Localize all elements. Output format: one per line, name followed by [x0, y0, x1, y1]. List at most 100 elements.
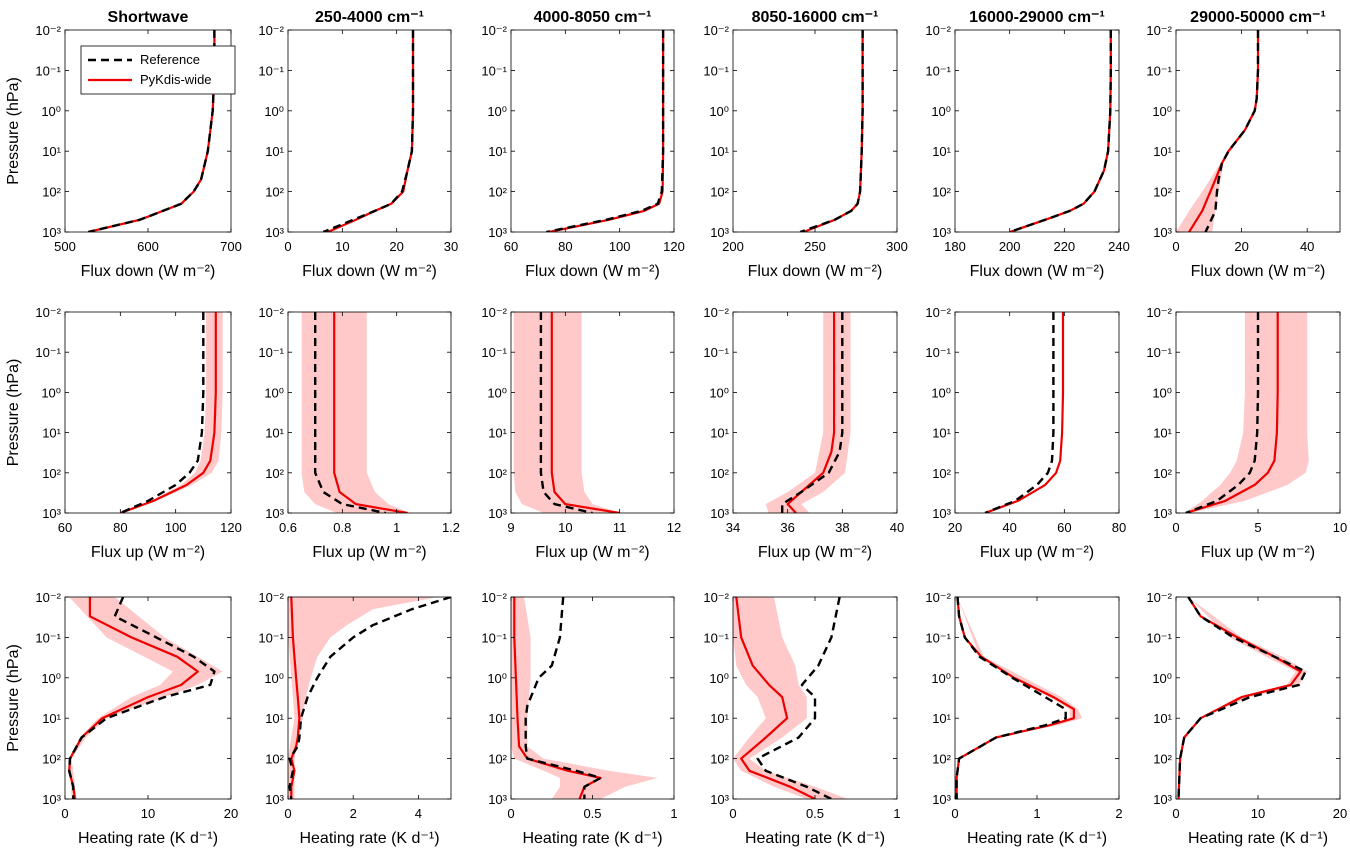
panel-r1c3-reference-line [546, 30, 665, 232]
panel-r1c1-ytick-label: 10³ [42, 225, 61, 240]
panel-r2c1-xtick-label: 80 [113, 520, 127, 535]
panel-r3c1-ytick-label: 10⁰ [41, 671, 61, 686]
panel-r2c5-ytick-label: 10² [932, 466, 951, 481]
panel-r1c2-title: 250-4000 cm⁻¹ [315, 9, 424, 26]
panel-r2c1-ytick-label: 10³ [42, 506, 61, 521]
panel-r3c3-xtick-label: 0 [507, 806, 514, 821]
panel-r2c3-ytick-label: 10⁰ [487, 385, 507, 400]
panel-r2c2-ytick-label: 10² [265, 466, 284, 481]
panel-r2c3-axes-box [510, 311, 675, 514]
panel-r1c2-ytick-label: 10⁻² [258, 23, 284, 38]
panel-r3c6-axes-box [1175, 596, 1341, 800]
panel-r2c6-ytick-label: 10⁻¹ [1146, 345, 1172, 360]
panel-r2c6-ytick-label: 10⁰ [1152, 385, 1172, 400]
panel-r2c5-xtick-label: 80 [1112, 520, 1126, 535]
panel-r1c2-ytick-label: 10¹ [265, 144, 284, 159]
panel-r1c2-ytick-label: 10² [265, 185, 284, 200]
panel-r1c3-xlabel: Flux down (W m⁻²) [525, 263, 660, 280]
panel-r1c6-xtick-label: 40 [1300, 239, 1314, 254]
panel-r3c1-ytick-label: 10² [42, 752, 61, 767]
panel-r2c5-xtick-label: 60 [1057, 520, 1071, 535]
panel-r1c1-xtick-label: 700 [220, 239, 242, 254]
panel-r1c2-xlabel: Flux down (W m⁻²) [302, 263, 437, 280]
panel-r1c6-xtick-label: 20 [1234, 239, 1248, 254]
panel-r3c2-ytick-label: 10⁰ [264, 671, 284, 686]
panel-r1c6-ytick-label: 10³ [1153, 225, 1172, 240]
panel-r2c3-xtick-label: 12 [667, 520, 681, 535]
panel-r2c1-xtick-label: 120 [220, 520, 242, 535]
panel-r1c2-pykdis-line [327, 30, 415, 232]
panel-r3c4-pykdis-line [735, 597, 816, 799]
panel-r2c4-axes-box [732, 311, 898, 514]
panel-r3c2-xtick-label: 4 [415, 806, 422, 821]
panel-r1c3-ytick-label: 10² [488, 185, 507, 200]
panel-r1c4-xtick-label: 200 [722, 239, 744, 254]
panel-r1c3-title: 4000-8050 cm⁻¹ [534, 9, 652, 26]
legend-reference-label: Reference [140, 52, 200, 67]
panel-r2c5-xtick-label: 40 [1002, 520, 1016, 535]
panel-r3c3-ytick-label: 10⁻² [481, 590, 507, 605]
panel-r3c5-pykdis-line [955, 597, 1076, 799]
panel-r2c3-ytick-label: 10¹ [488, 426, 507, 441]
panel-r1c6-spread-band [1176, 30, 1258, 232]
panel-r2c6-xtick-label: 5 [1254, 520, 1261, 535]
panel-r2c2-xtick-label: 0.6 [279, 520, 297, 535]
panel-r3c4-ytick-label: 10⁻¹ [703, 630, 729, 645]
panel-r3c6-xtick-label: 0 [1172, 806, 1179, 821]
panel-r3c3-reference-line [524, 597, 602, 799]
panel-r3c6-reference-line [1177, 597, 1307, 799]
panel-r3c6-ytick-label: 10³ [1153, 792, 1172, 807]
panel-r1c6-ytick-label: 10⁰ [1152, 104, 1172, 119]
panel-r1c6-xlabel: Flux down (W m⁻²) [1191, 263, 1326, 280]
panel-r3c2-ytick-label: 10⁻² [258, 590, 284, 605]
panel-r3c1-ylabel: Pressure (hPa) [5, 644, 22, 752]
panel-r3c6-xtick-label: 20 [1333, 806, 1347, 821]
panel-r3c4-ytick-label: 10⁰ [709, 671, 729, 686]
panel-r3c6-ytick-label: 10⁰ [1152, 671, 1172, 686]
panel-r2c6-spread-band [1184, 312, 1309, 513]
panel-r1c4-axes-box [732, 29, 898, 233]
panel-r3c1-ytick-label: 10¹ [42, 711, 61, 726]
panel-r3c6-xlabel: Heating rate (K d⁻¹) [1188, 830, 1328, 847]
panel-r1c5-reference-line [1009, 30, 1113, 232]
panel-r3c4-reference-line [756, 597, 841, 799]
panel-r1c1-title: Shortwave [108, 9, 189, 26]
panel-r2c2-xlabel: Flux up (W m⁻²) [312, 544, 426, 561]
panel-r3c6-ytick-label: 10⁻² [1146, 590, 1172, 605]
panel-r2c5-pykdis-line [984, 312, 1065, 513]
panel-r3c3-ytick-label: 10⁻¹ [481, 630, 507, 645]
panel-r2c3-spread-band [513, 312, 620, 513]
panel-r3c5-axes-box [954, 596, 1120, 800]
panel-r1c3-axes-box [510, 29, 675, 233]
panel-r1c5-xtick-label: 200 [999, 239, 1021, 254]
panel-r2c6-ytick-label: 10⁻² [1146, 305, 1172, 320]
panel-r1c5-ytick-label: 10⁰ [931, 104, 951, 119]
panel-r3c5-xlabel: Heating rate (K d⁻¹) [967, 830, 1107, 847]
panel-r3c4-xtick-label: 1 [893, 806, 900, 821]
panel-r2c4-ytick-label: 10² [710, 466, 729, 481]
panel-r1c2-reference-line [322, 30, 415, 232]
panel-r1c3-ytick-label: 10⁰ [487, 104, 507, 119]
legend: Reference PyKdis-wide [80, 45, 236, 95]
panel-r3c2-xtick-label: 0 [284, 806, 291, 821]
panel-r1c3-ytick-label: 10³ [488, 225, 507, 240]
panel-r2c2-ytick-label: 10⁻¹ [258, 345, 284, 360]
panel-r2c6-pykdis-line [1185, 312, 1279, 513]
panel-r2c1-pykdis-line [119, 312, 217, 513]
panel-r2c1-ytick-label: 10¹ [42, 426, 61, 441]
panel-r1c1-reference-line [87, 30, 216, 232]
panel-r2c2-xtick-label: 1.2 [442, 520, 460, 535]
panel-r1c5-xlabel: Flux down (W m⁻²) [970, 263, 1105, 280]
panel-r2c2-axes-box [287, 311, 452, 514]
panel-r2c1-ylabel: Pressure (hPa) [5, 359, 22, 467]
panel-r1c2-ytick-label: 10³ [265, 225, 284, 240]
panel-r1c5-ytick-label: 10² [932, 185, 951, 200]
panel-r1c1-xtick-label: 600 [137, 239, 159, 254]
panel-r1c1-ylabel: Pressure (hPa) [5, 77, 22, 185]
